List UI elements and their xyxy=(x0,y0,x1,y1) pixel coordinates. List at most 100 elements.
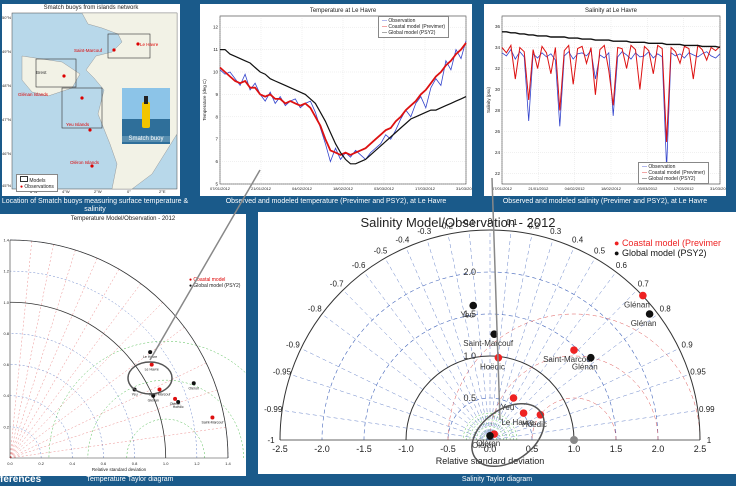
y-axis-label: Temperature (deg C) xyxy=(202,79,207,121)
legend-global: — Global model (PSY2) xyxy=(642,176,696,182)
lat-label: 47°N xyxy=(2,117,11,122)
correlation-label: -0.9 xyxy=(286,341,300,350)
x-tick-label: 03/03/2012 xyxy=(637,186,658,191)
corr-line xyxy=(321,313,491,441)
legend-label: Coastal model (Previmer) xyxy=(648,170,706,176)
std-arc xyxy=(9,239,229,459)
rmse-arc xyxy=(87,380,244,459)
correlation-label: 0.3 xyxy=(550,227,562,236)
y-tick-label: 22 xyxy=(495,171,501,176)
ref-arc xyxy=(405,355,575,441)
legend-global: ● Global model (PSY2) xyxy=(189,283,241,289)
x-tick-label: 2.5 xyxy=(694,444,707,454)
legend-global: ● Global model (PSY2) xyxy=(614,248,707,258)
std-arc xyxy=(363,313,617,441)
correlation-label: -0.3 xyxy=(417,227,431,236)
station-saint-marcouf: Saint-Marcouf xyxy=(74,48,103,53)
correlation-label: 0.6 xyxy=(616,261,628,270)
legend-label: Coastal model (Previmer) xyxy=(388,24,446,30)
correlation-label: -0.95 xyxy=(273,368,292,377)
lat-label: 49°N xyxy=(2,49,11,54)
x-tick-label: 1.0 xyxy=(163,461,169,466)
std-arc xyxy=(9,364,104,459)
y-tick-label: 32 xyxy=(495,66,501,71)
correlation-label: -0.2 xyxy=(439,221,453,230)
x-tick-label: 18/02/2012 xyxy=(333,186,354,191)
correlation-label: 0.9 xyxy=(682,341,694,350)
r-tick-label: 1.0 xyxy=(463,351,476,361)
chart-title: Salinity at Le Havre xyxy=(585,8,638,14)
x-tick-label: 17/03/2012 xyxy=(415,186,436,191)
chart-title: Temperature at Le Havre xyxy=(310,8,377,14)
x-tick-label: 0.2 xyxy=(38,461,44,466)
temp-taylor-legend: ● Coastal model ● Global model (PSY2) xyxy=(186,276,244,290)
correlation-label: 0.95 xyxy=(690,368,706,377)
x-tick-label: 1.0 xyxy=(568,444,581,454)
ref-arc xyxy=(9,301,167,459)
y-tick-label: 0.8 xyxy=(3,331,9,336)
data-point xyxy=(639,291,647,300)
temp-chart: Temperature at Le Havre5678910111207/01/… xyxy=(202,8,472,191)
point-label: Le Havre xyxy=(143,355,157,359)
point-label: Oléron xyxy=(170,402,181,406)
sal-taylor-panel: Salinity Model/Observation - 2012 0.1 0.2 0… xyxy=(258,212,736,474)
legend-observation: — Observation xyxy=(642,164,676,170)
y-tick-label: 11 xyxy=(213,47,218,52)
data-point xyxy=(490,330,498,338)
correlation-label: 0.4 xyxy=(572,235,584,244)
legend-coastal: — Coastal model (Previmer) xyxy=(382,24,446,30)
chart-title: Temperature Model/Observation - 2012 xyxy=(71,216,176,222)
corr-line xyxy=(342,289,491,441)
x-tick-label: -2.5 xyxy=(272,444,288,454)
point-label: Hoëdic xyxy=(480,363,505,372)
y-tick-label: 7 xyxy=(215,137,218,142)
correlation-label: 0.8 xyxy=(660,305,672,314)
legend-label: Observations xyxy=(24,184,54,190)
y-tick-label: 10 xyxy=(213,70,219,75)
legend-models: Models xyxy=(20,176,54,184)
temp-panel: Temperature at Le Havre 5 6 7 8 9 10 11 12 07/01/… xyxy=(200,4,472,196)
legend-observation: — Observation xyxy=(382,18,416,24)
r-tick-label: 0.5 xyxy=(463,393,476,403)
lon-label: 0° xyxy=(127,189,131,194)
correlation-label: -1 xyxy=(267,436,275,445)
point-label: Saint-Marcouf xyxy=(543,355,594,364)
x-tick-label: 21/01/2012 xyxy=(528,186,549,191)
y-tick-label: 1.0 xyxy=(3,300,9,305)
lon-label: 4°W xyxy=(62,189,70,194)
legend-label: Models xyxy=(29,178,46,184)
chart-title: Salinity Model/Observation - 2012 xyxy=(360,215,555,230)
legend-label: Global model (PSY2) xyxy=(388,30,436,36)
data-point xyxy=(645,310,654,318)
point-label: Hoëdic xyxy=(173,405,184,409)
legend-label: Global model (PSY2) xyxy=(648,176,696,182)
x-tick-label: 2.0 xyxy=(652,444,665,454)
legend-label: Global model (PSY2) xyxy=(193,283,241,289)
x-tick-label: 0.5 xyxy=(526,444,539,454)
legend-global: — Global model (PSY2) xyxy=(382,30,436,36)
point-label: Glénan xyxy=(572,363,598,372)
x-tick-label: 31/03/2012 xyxy=(456,186,472,191)
r-tick-label: 2.0 xyxy=(463,267,476,277)
data-point xyxy=(519,409,528,417)
corr-line xyxy=(9,302,163,459)
x-tick-label: 04/02/2012 xyxy=(565,186,586,191)
correlation-label: -0.7 xyxy=(330,280,344,289)
y-tick-label: 6 xyxy=(215,159,218,164)
data-point xyxy=(469,301,477,310)
correlation-label: -0.1 xyxy=(461,218,475,227)
r-tick-label: 1.5 xyxy=(463,309,476,319)
std-arc xyxy=(447,397,533,441)
series-line-2 xyxy=(502,31,721,49)
map-panel: Smatch buoys from islands network 50°N 4… xyxy=(2,4,180,196)
y-tick-label: 0.4 xyxy=(3,393,9,398)
data-point xyxy=(210,415,215,420)
corr-line xyxy=(300,348,491,441)
y-tick-label: 1.2 xyxy=(3,269,9,274)
x-tick-label: 04/02/2012 xyxy=(292,186,313,191)
data-point xyxy=(148,350,153,355)
x-tick-label: 1.2 xyxy=(194,461,200,466)
correlation-label: 0.2 xyxy=(528,221,540,230)
correlation-label: -0.99 xyxy=(264,405,283,414)
y-tick-label: 28 xyxy=(495,108,501,113)
